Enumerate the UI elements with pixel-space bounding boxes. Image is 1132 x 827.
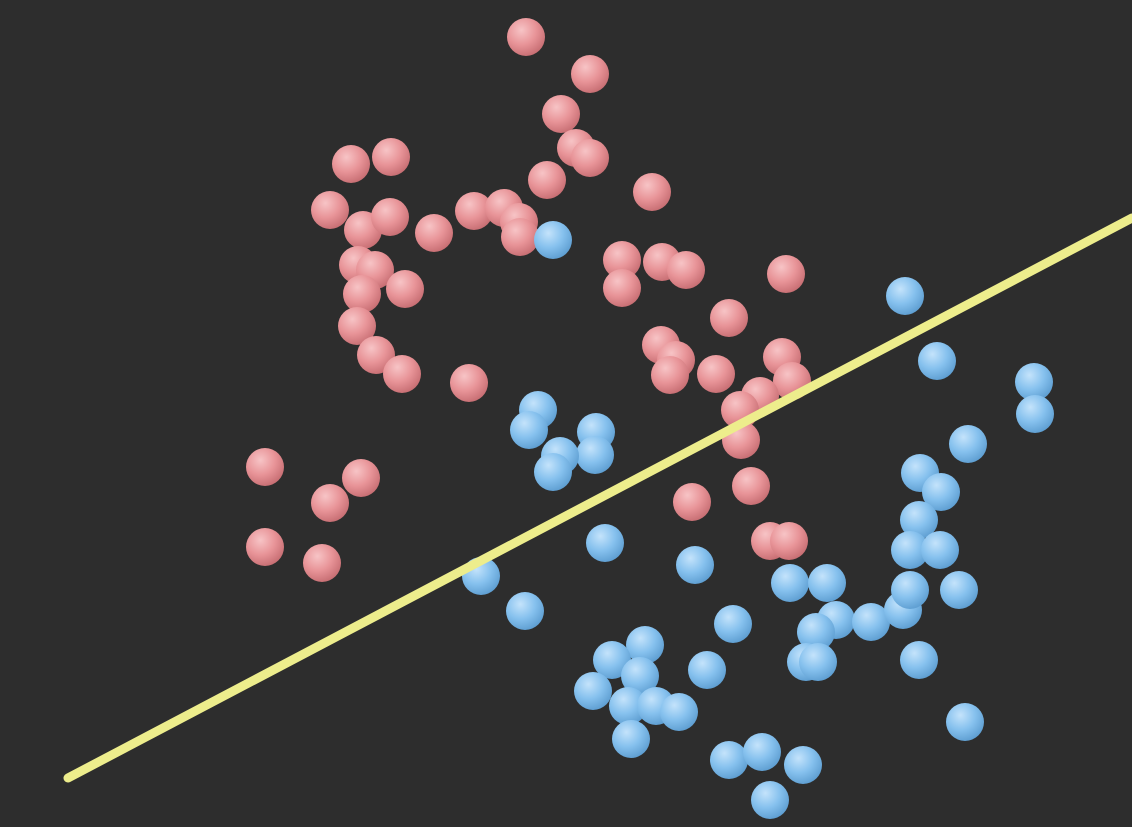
blue-point (510, 411, 548, 449)
red-point (386, 270, 424, 308)
blue-point (626, 626, 664, 664)
decision-boundary-line (63, 213, 1132, 783)
blue-point (576, 436, 614, 474)
blue-point (886, 277, 924, 315)
blue-point (593, 641, 631, 679)
blue-point (1015, 363, 1053, 401)
blue-point (743, 733, 781, 771)
red-point (246, 528, 284, 566)
red-point (415, 214, 453, 252)
red-point (571, 139, 609, 177)
red-point (357, 336, 395, 374)
blue-point (612, 720, 650, 758)
blue-point (621, 657, 659, 695)
red-point (767, 255, 805, 293)
blue-point (891, 531, 929, 569)
blue-point (900, 641, 938, 679)
red-point (372, 138, 410, 176)
blue-point (660, 693, 698, 731)
red-point (697, 355, 735, 393)
blue-point (676, 546, 714, 584)
red-point (507, 18, 545, 56)
red-point (710, 299, 748, 337)
blue-point (688, 651, 726, 689)
red-point (303, 544, 341, 582)
red-point (311, 484, 349, 522)
red-point (332, 145, 370, 183)
blue-point (574, 672, 612, 710)
red-point (571, 55, 609, 93)
blue-point (710, 741, 748, 779)
blue-point (534, 221, 572, 259)
red-point (343, 275, 381, 313)
red-point (673, 483, 711, 521)
blue-point (799, 643, 837, 681)
red-point (667, 251, 705, 289)
blue-point (900, 501, 938, 539)
red-point (770, 522, 808, 560)
blue-points-group (462, 221, 1054, 819)
blue-point (918, 342, 956, 380)
red-point (542, 95, 580, 133)
red-point (455, 192, 493, 230)
red-point (450, 364, 488, 402)
blue-point (946, 703, 984, 741)
red-point (371, 198, 409, 236)
red-point (246, 448, 284, 486)
red-point (603, 241, 641, 279)
red-point (338, 307, 376, 345)
blue-point (506, 592, 544, 630)
red-point (603, 269, 641, 307)
red-point (383, 355, 421, 393)
red-points-group (246, 18, 811, 582)
blue-point (921, 531, 959, 569)
red-point (732, 467, 770, 505)
blue-point (949, 425, 987, 463)
blue-point (922, 473, 960, 511)
red-point (633, 173, 671, 211)
red-point (311, 191, 349, 229)
blue-point (534, 453, 572, 491)
blue-point (891, 571, 929, 609)
blue-point (586, 524, 624, 562)
blue-point (1016, 395, 1054, 433)
blue-point (714, 605, 752, 643)
blue-point (751, 781, 789, 819)
blue-point (940, 571, 978, 609)
red-point (342, 459, 380, 497)
red-point (651, 356, 689, 394)
blue-point (808, 564, 846, 602)
blue-point (784, 746, 822, 784)
blue-point (852, 603, 890, 641)
red-point (528, 161, 566, 199)
blue-point (797, 613, 835, 651)
blue-point (609, 687, 647, 725)
red-point (501, 218, 539, 256)
blue-point (771, 564, 809, 602)
